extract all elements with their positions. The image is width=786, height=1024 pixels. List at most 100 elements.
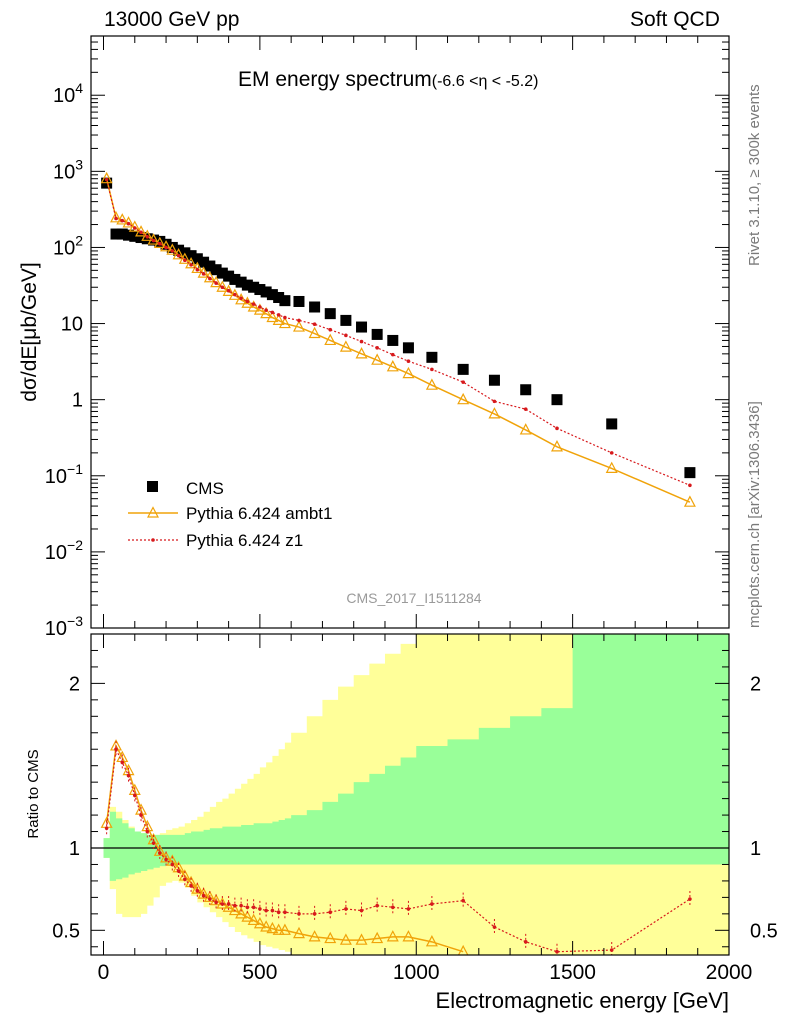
ratio-marker-z1 [344,907,348,911]
main-marker-ambt1 [266,310,279,323]
main-marker-ambt1 [457,392,470,405]
cms-data-point [216,267,228,279]
main-marker-z1 [164,245,168,250]
ratio-marker-ambt1 [197,887,210,899]
main-marker-z1 [126,221,131,226]
cms-data-point [185,250,197,262]
ratio-marker-ambt1 [160,851,173,863]
cms-data-point [135,232,147,244]
cms-data-point [356,321,368,333]
legend-ambt1-label: Pythia 6.424 ambt1 [186,504,332,523]
ratio-marker-z1 [609,948,614,952]
main-marker-ambt1 [235,293,248,305]
main-marker-ambt1 [355,347,368,359]
ratio-marker-z1 [201,893,206,898]
cms-data-point [309,301,321,313]
ratio-marker-z1 [239,903,243,908]
main-marker-ambt1 [128,220,141,232]
main-marker-z1 [226,288,231,293]
ratio-marker-z1 [132,793,137,798]
x-tick-label: 1500 [549,961,596,984]
main-marker-z1 [139,230,143,235]
ratio-marker-ambt1 [371,931,384,944]
ratio-y-tick-label-left: 2 [69,673,80,695]
ratio-y-tick-label-right: 1 [750,838,761,860]
main-plot-frame [90,35,730,629]
main-marker-ambt1 [683,495,696,507]
main-marker-z1 [523,407,528,411]
cms-data-point [229,273,241,285]
ratio-marker-z1 [328,910,333,914]
ratio-marker-z1 [104,826,109,831]
ratio-marker-z1 [492,925,497,929]
main-marker-z1 [245,299,250,304]
ratio-marker-z1 [226,902,231,906]
cms-data-point [235,276,247,288]
ratio-marker-z1 [406,907,411,911]
ratio-marker-z1 [688,897,692,901]
y-tick-label: 10−1 [45,461,83,488]
cms-data-point [198,256,210,268]
ratio-marker-ambt1 [203,890,216,902]
ratio-marker-z1 [555,949,559,954]
cms-data-point [241,279,253,291]
y-tick-label: 1 [72,390,83,412]
ratio-marker-ambt1 [222,900,235,912]
main-marker-ambt1 [100,171,113,184]
ratio-bands [91,634,729,955]
ratio-marker-z1 [158,851,162,855]
ratio-y-tick-label-right: 0.5 [750,920,778,942]
ratio-marker-z1 [276,910,281,914]
main-marker-z1 [158,241,162,246]
header-right-label: Soft QCD [630,8,720,31]
ratio-marker-z1 [359,908,364,913]
main-line-z1 [106,179,691,486]
cms-data-point [266,289,278,301]
ratio-marker-z1 [114,747,118,752]
ratio-marker-z1 [251,905,256,910]
cms-data-point [293,295,305,307]
ratio-marker-ambt1 [457,944,469,955]
ratio-y-tick-label-right: 2 [750,673,761,695]
y-tick-label: 102 [53,232,83,259]
ratio-marker-z1 [430,902,434,906]
ratio-marker-ambt1 [260,920,273,932]
ratio-marker-z1 [195,889,200,893]
main-marker-ambt1 [241,296,254,308]
ratio-marker-ambt1 [355,933,368,945]
main-marker-ambt1 [122,216,135,228]
ratio-series [100,739,692,955]
x-axis-title: Electromagnetic energy [GeV] [436,988,729,1013]
main-marker-ambt1 [166,243,179,255]
ratio-marker-z1 [164,857,168,862]
cms-data-point [426,351,438,363]
main-marker-ambt1 [308,326,321,339]
main-marker-ambt1 [222,284,235,296]
ratio-marker-z1 [258,907,262,911]
main-marker-ambt1 [339,340,352,352]
main-marker-ambt1 [371,353,384,365]
main-marker-z1 [151,238,156,243]
plot-title: EM energy spectrum(-6.6 <η < -5.2) [238,68,538,91]
ratio-marker-ambt1 [272,923,285,935]
header-left-label: 13000 GeV pp [104,8,240,31]
main-marker-ambt1 [260,306,273,319]
main-marker-z1 [276,313,281,317]
main-marker-z1 [251,302,256,306]
ratio-line-z1 [106,747,691,953]
ratio-marker-ambt1 [278,923,291,935]
y-tick-label: 103 [53,156,83,183]
ratio-plot-frame [90,633,730,956]
main-marker-z1 [359,339,364,344]
ratio-marker-z1 [170,862,175,867]
main-marker-z1 [390,352,395,357]
legend-ambt1-marker [147,506,159,518]
legend-z1-marker [151,538,155,542]
main-marker-ambt1 [216,280,229,292]
main-marker-z1 [609,451,614,455]
ratio-y-axis-title: Ratio to CMS [25,749,42,838]
stat-uncertainty-band [103,634,729,881]
ratio-marker-ambt1 [253,916,266,929]
ratio-marker-z1 [264,908,268,913]
